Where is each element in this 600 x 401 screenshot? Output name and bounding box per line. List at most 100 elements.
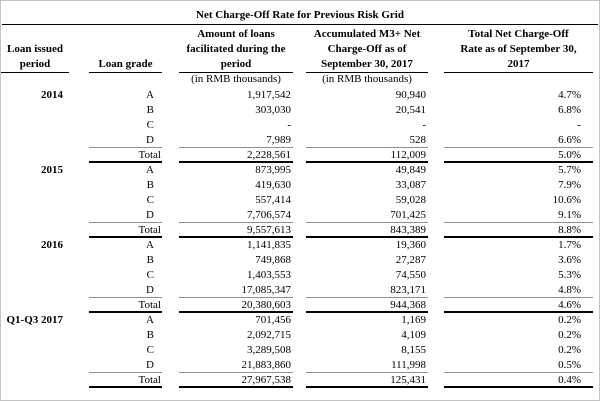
loan-period-label xyxy=(1,358,69,373)
col-header-line: period xyxy=(19,58,51,70)
loan-period-label xyxy=(1,298,69,313)
column-header-row: Loan issued period Loan grade Amount of … xyxy=(1,27,599,73)
amount-cell: 7,706,574 xyxy=(179,208,293,223)
amount-unit-label: (in RMB thousands) xyxy=(191,73,281,85)
loan-grade-cell: C xyxy=(146,269,154,281)
col-header-line: 2017 xyxy=(507,58,530,70)
loan-grade-cell: B xyxy=(146,329,154,341)
rate-cell: 0.2% xyxy=(558,329,581,341)
col-header-line: Amount of loans xyxy=(197,28,275,40)
loan-grade-cell: A xyxy=(146,314,154,326)
accumulated-cell: 823,171 xyxy=(306,283,428,298)
loan-period-label xyxy=(1,133,69,148)
rate-cell: 0.2% xyxy=(558,344,581,356)
unit-row: (in RMB thousands) (in RMB thousands) xyxy=(1,73,599,87)
loan-grade-cell: D xyxy=(89,208,162,223)
rate-total-cell: 8.8% xyxy=(444,223,593,238)
amount-cell: 21,883,860 xyxy=(179,358,293,373)
accumulated-cell: 74,550 xyxy=(395,269,426,281)
total-label: Total xyxy=(89,373,162,388)
loan-data-row: 2015 A 873,995 49,849 5.7% xyxy=(1,163,599,178)
loan-period-label xyxy=(1,223,69,238)
loan-grade-cell: D xyxy=(89,283,162,298)
accumulated-cell: 1,169 xyxy=(401,314,426,326)
unit-spacer xyxy=(1,73,69,87)
loan-period-label xyxy=(1,328,69,343)
loan-period-label: 2015 xyxy=(41,164,63,176)
loan-data-row: 2014 A 1,917,542 90,940 4.7% xyxy=(1,88,599,103)
loan-period-label xyxy=(1,268,69,283)
amount-cell: 7,989 xyxy=(179,133,293,148)
accumulated-cell: 27,287 xyxy=(395,254,426,266)
loan-period-label: Q1-Q3 2017 xyxy=(6,314,63,326)
loan-data-row: Q1-Q3 2017 A 701,456 1,169 0.2% xyxy=(1,313,599,328)
loan-period-label xyxy=(1,373,69,388)
rate-cell: 4.8% xyxy=(444,283,593,298)
amount-cell: 1,141,835 xyxy=(247,239,291,251)
total-row: Total 20,380,603 944,368 4.6% xyxy=(1,298,599,313)
amount-cell: 17,085,347 xyxy=(179,283,293,298)
rate-total-cell: 5.0% xyxy=(444,148,593,163)
loan-grade-cell: D xyxy=(89,358,162,373)
loan-data-row: C--- xyxy=(1,118,599,133)
loan-data-row: D 17,085,347 823,171 4.8% xyxy=(1,283,599,298)
loan-grade-cell: C xyxy=(146,194,154,206)
accumulated-total-cell: 112,009 xyxy=(306,148,428,163)
loan-grade-cell: A xyxy=(146,89,154,101)
rate-cell: 7.9% xyxy=(558,179,581,191)
col-header-line: period xyxy=(220,58,252,70)
amount-cell: 873,995 xyxy=(255,164,291,176)
loan-grade-cell: C xyxy=(146,344,154,356)
loan-data-row: D 7,706,574 701,425 9.1% xyxy=(1,208,599,223)
loan-data-row: C 1,403,553 74,550 5.3% xyxy=(1,268,599,283)
rate-cell: 4.7% xyxy=(558,89,581,101)
loan-grade-cell: C xyxy=(146,119,154,131)
total-row: Total 2,228,561 112,009 5.0% xyxy=(1,148,599,163)
loan-period-label xyxy=(1,178,69,193)
col-header-line: Accumulated M3+ Net xyxy=(313,28,421,40)
accumulated-cell: 49,849 xyxy=(395,164,426,176)
amount-cell: 749,868 xyxy=(255,254,291,266)
accumulated-cell: 59,028 xyxy=(395,194,426,206)
loan-period-label xyxy=(1,103,69,118)
amount-cell: 3,289,508 xyxy=(247,344,291,356)
accumulated-cell: 111,998 xyxy=(306,358,428,373)
loan-period-label xyxy=(1,253,69,268)
loan-period-label xyxy=(1,343,69,358)
loan-data-row: B 303,030 20,541 6.8% xyxy=(1,103,599,118)
accumulated-cell: 33,087 xyxy=(395,179,426,191)
amount-cell: 701,456 xyxy=(255,314,291,326)
rate-cell: - xyxy=(577,119,581,131)
accumulated-unit-label: (in RMB thousands) xyxy=(322,73,412,85)
rate-cell: 5.3% xyxy=(558,269,581,281)
col-header-loan-grade: Loan grade xyxy=(89,27,162,73)
accumulated-total-cell: 125,431 xyxy=(306,373,428,388)
loan-period-label xyxy=(1,148,69,163)
loan-period-label xyxy=(1,118,69,133)
col-header-line: Total Net Charge-Off xyxy=(468,28,569,40)
accumulated-cell: 4,109 xyxy=(401,329,426,341)
rate-cell: 5.7% xyxy=(558,164,581,176)
loan-period-label: 2016 xyxy=(41,239,63,251)
amount-cell: 419,630 xyxy=(255,179,291,191)
loan-grade-cell: D xyxy=(89,133,162,148)
col-header-line: Rate as of September 30, xyxy=(460,43,577,55)
total-label: Total xyxy=(89,298,162,313)
accumulated-cell: 528 xyxy=(306,133,428,148)
loan-period-label xyxy=(1,193,69,208)
accumulated-cell: 8,155 xyxy=(401,344,426,356)
rate-cell: 9.1% xyxy=(444,208,593,223)
report-title: Net Charge-Off Rate for Previous Risk Gr… xyxy=(2,9,598,25)
loan-data-row: B 749,868 27,287 3.6% xyxy=(1,253,599,268)
accumulated-total-cell: 944,368 xyxy=(306,298,428,313)
loan-data-row: 2016 A 1,141,835 19,360 1.7% xyxy=(1,238,599,253)
accumulated-cell: 90,940 xyxy=(395,89,426,101)
col-header-line: September 30, 2017 xyxy=(321,58,413,70)
loan-data-row: C 557,414 59,028 10.6% xyxy=(1,193,599,208)
accumulated-total-cell: 843,389 xyxy=(306,223,428,238)
col-header-line: Loan issued xyxy=(7,43,63,55)
col-header-line: Loan grade xyxy=(98,58,153,70)
loan-grade-cell: A xyxy=(146,239,154,251)
loan-period-label: 2014 xyxy=(41,89,63,101)
